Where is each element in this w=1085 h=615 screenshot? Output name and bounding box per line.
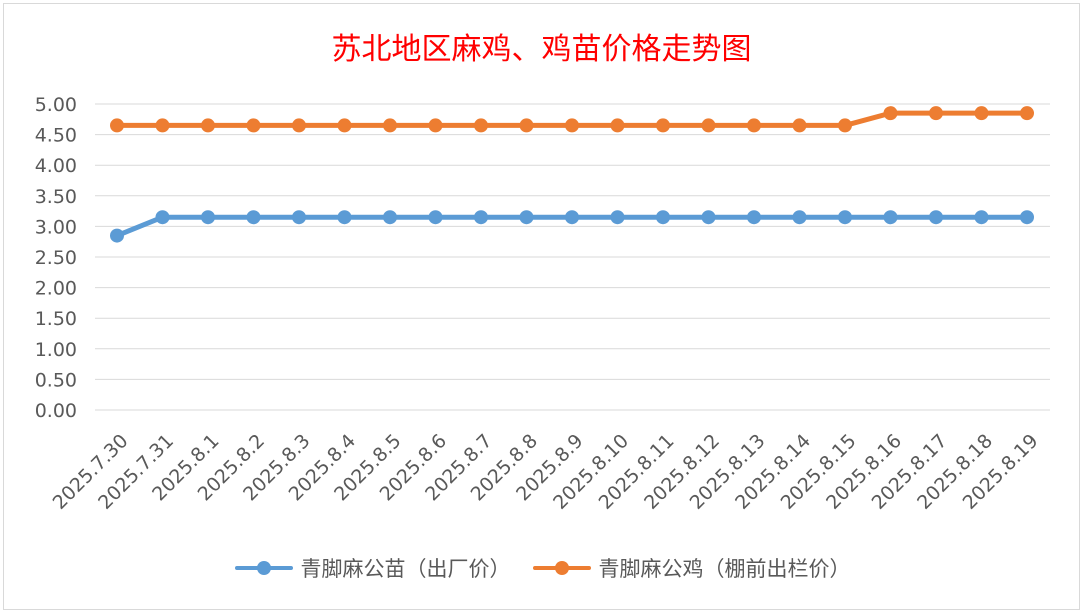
y-tick-label: 4.00 [35, 155, 77, 177]
data-point [155, 118, 170, 133]
data-point [519, 210, 534, 225]
legend-item-seedling: 青脚麻公苗（出厂价） [234, 553, 511, 583]
data-point [792, 118, 807, 133]
data-point [110, 118, 124, 133]
y-tick-label: 3.50 [35, 186, 77, 208]
data-point [747, 118, 761, 133]
data-point [565, 118, 579, 133]
chart-title: 苏北地区麻鸡、鸡苗价格走势图 [331, 32, 752, 67]
data-point [337, 210, 352, 225]
x-axis-tick-labels: 2025.7.302025.7.312025.8.12025.8.22025.8… [49, 430, 1043, 514]
data-point [155, 210, 170, 225]
y-tick-label: 1.00 [35, 339, 77, 361]
legend-swatch-rooster [532, 558, 591, 578]
data-point [201, 118, 215, 133]
data-point [656, 118, 670, 133]
data-point [610, 118, 625, 133]
data-point [838, 118, 852, 133]
data-point [428, 210, 443, 225]
data-point [701, 118, 716, 133]
gridlines [95, 103, 1050, 411]
data-point [792, 210, 807, 225]
legend-label-seedling: 青脚麻公苗（出厂价） [300, 557, 511, 581]
y-tick-label: 2.50 [35, 247, 77, 269]
data-point [656, 210, 670, 225]
legend-swatch-seedling [234, 558, 293, 578]
data-point [929, 106, 943, 121]
data-point [292, 210, 306, 225]
y-tick-label: 0.00 [35, 400, 77, 422]
y-axis-tick-labels: 0.00 0.50 1.00 1.50 2.00 2.50 3.00 3.50 4.00 4.50… [35, 94, 77, 422]
y-tick-label: 3.00 [35, 216, 77, 238]
data-point [1020, 210, 1034, 225]
data-point [383, 210, 397, 225]
data-point [246, 118, 261, 133]
data-point [201, 210, 215, 225]
y-tick-label: 5.00 [35, 94, 77, 116]
y-tick-label: 4.50 [35, 125, 77, 147]
data-point [337, 118, 352, 133]
data-point [565, 210, 579, 225]
data-point [883, 210, 898, 225]
data-point [701, 210, 716, 225]
data-point [929, 210, 943, 225]
data-point [428, 118, 443, 133]
data-point [383, 118, 397, 133]
data-point [474, 210, 488, 225]
data-point [974, 210, 989, 225]
data-point [110, 228, 124, 243]
data-point [1020, 106, 1034, 121]
data-point [610, 210, 625, 225]
data-point [974, 106, 989, 121]
data-point [474, 118, 488, 133]
data-point [246, 210, 261, 225]
data-point [883, 106, 898, 121]
legend-label-rooster: 青脚麻公鸡（棚前出栏价） [598, 557, 851, 581]
data-point [292, 118, 306, 133]
data-point [838, 210, 852, 225]
legend: 青脚麻公苗（出厂价） 青脚麻公鸡（棚前出栏价） [0, 553, 1085, 583]
y-tick-label: 2.00 [35, 278, 77, 300]
data-point [747, 210, 761, 225]
legend-item-rooster: 青脚麻公鸡（棚前出栏价） [532, 553, 851, 583]
y-tick-label: 0.50 [35, 369, 77, 391]
y-tick-label: 1.50 [35, 308, 77, 330]
series-markers [110, 106, 1034, 243]
data-point [519, 118, 534, 133]
